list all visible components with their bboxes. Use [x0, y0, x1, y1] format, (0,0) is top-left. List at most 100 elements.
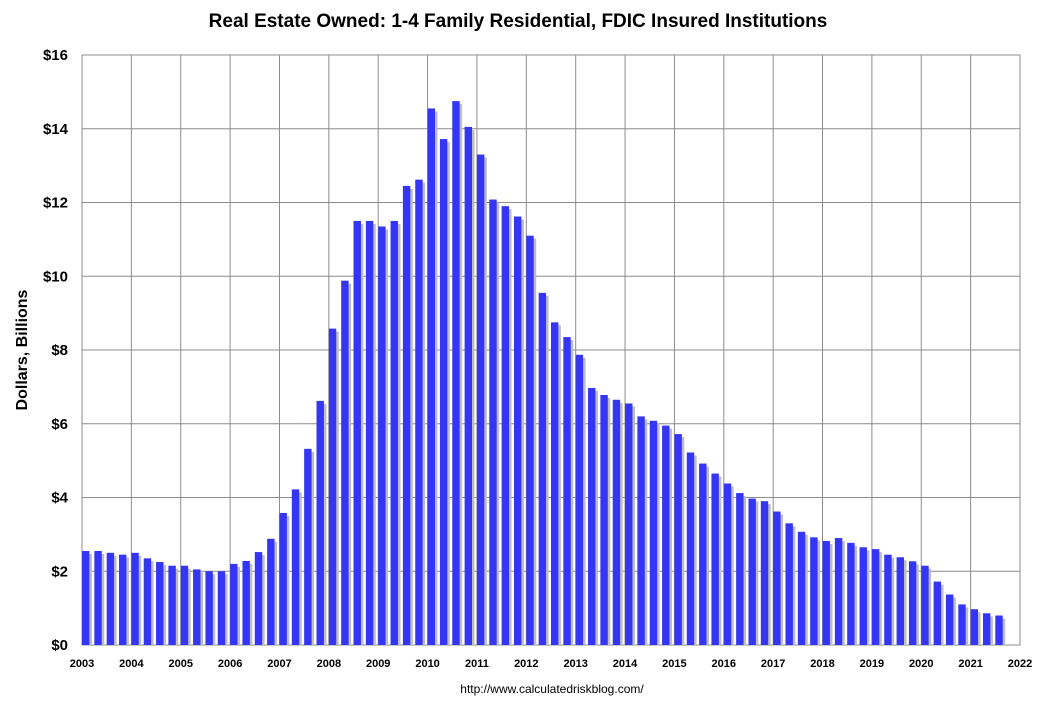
bar	[328, 328, 337, 645]
y-tick-label: $14	[43, 121, 69, 138]
bar	[304, 448, 312, 645]
y-tick-label: $12	[43, 195, 68, 212]
bar	[859, 547, 867, 645]
bar	[143, 558, 152, 645]
bar	[970, 609, 979, 645]
bar	[131, 552, 139, 645]
bar	[674, 434, 682, 645]
bar	[402, 185, 411, 645]
bar	[526, 235, 534, 645]
bar	[452, 101, 460, 645]
y-tick-label: $8	[51, 342, 68, 359]
bar	[797, 531, 806, 645]
bar	[958, 604, 966, 645]
bar	[180, 565, 189, 645]
bar	[205, 571, 213, 645]
bar	[736, 493, 744, 645]
x-tick-label: 2014	[613, 658, 638, 670]
bar	[464, 126, 473, 645]
x-tick-label: 2005	[168, 658, 192, 670]
bar	[699, 463, 707, 645]
bar	[489, 199, 497, 646]
bar	[119, 554, 127, 645]
x-tick-label: 2015	[662, 658, 686, 670]
x-tick-label: 2013	[563, 658, 587, 670]
bar	[723, 483, 732, 645]
bar	[378, 226, 386, 645]
bar	[662, 425, 670, 645]
x-tick-label: 2011	[465, 658, 489, 670]
bar	[995, 615, 1003, 645]
bar	[365, 220, 374, 645]
chart-title: Real Estate Owned: 1-4 Family Residentia…	[209, 11, 828, 32]
source-url: http://www.calculatedriskblog.com/	[460, 682, 644, 696]
bar	[106, 552, 115, 645]
x-tick-label: 2008	[317, 658, 341, 670]
bar	[82, 550, 90, 645]
x-tick-label: 2010	[415, 658, 439, 670]
x-tick-labels: 2003 2004 2005 2006 2007 2008 2009 2010 2011 2012…	[70, 658, 1032, 670]
bar	[242, 560, 250, 645]
bar	[785, 523, 793, 645]
x-tick-label: 2004	[119, 658, 144, 670]
x-tick-label: 2022	[1008, 658, 1032, 670]
bar	[834, 538, 843, 645]
bar	[193, 569, 201, 645]
y-tick-labels: $0 $2 $4 $6 $8 $10 $12 $14 $16	[43, 47, 69, 654]
bar	[575, 354, 584, 645]
bar	[711, 473, 719, 645]
y-axis-label: Dollars, Billions	[14, 289, 31, 410]
bar	[588, 387, 596, 645]
bar	[353, 220, 361, 645]
bar	[563, 337, 571, 645]
bar	[933, 581, 942, 645]
bar	[156, 562, 164, 645]
bar	[982, 613, 991, 645]
bar	[267, 538, 275, 645]
x-tick-label: 2009	[366, 658, 390, 670]
y-tick-label: $0	[51, 637, 68, 654]
bar	[612, 399, 621, 645]
bar	[847, 542, 855, 645]
bar	[551, 322, 559, 645]
bars	[82, 101, 1006, 646]
bar	[94, 550, 102, 645]
bar	[390, 220, 398, 645]
bar	[945, 594, 954, 645]
bar	[686, 452, 695, 645]
bar	[168, 565, 176, 645]
bar	[538, 292, 547, 645]
bar	[341, 280, 349, 645]
x-tick-label: 2003	[70, 658, 94, 670]
bar	[476, 154, 485, 645]
bar	[871, 549, 880, 645]
bar	[637, 416, 645, 645]
bar	[810, 537, 818, 645]
x-tick-label: 2021	[958, 658, 982, 670]
y-tick-label: $16	[43, 47, 68, 64]
bar	[884, 554, 892, 645]
bar	[230, 563, 238, 645]
bar	[316, 400, 324, 645]
bar	[513, 216, 522, 645]
x-tick-label: 2006	[218, 658, 242, 670]
y-tick-label: $4	[51, 490, 68, 507]
x-tick-label: 2018	[810, 658, 834, 670]
bar	[501, 206, 510, 645]
bar	[896, 557, 904, 645]
bar	[279, 512, 287, 645]
bar	[439, 139, 448, 645]
x-tick-label: 2012	[514, 658, 538, 670]
bar	[254, 552, 263, 645]
x-tick-label: 2017	[761, 658, 785, 670]
bar	[760, 501, 769, 645]
bar	[625, 403, 633, 645]
bar	[822, 541, 830, 645]
bar	[217, 571, 226, 645]
bar	[600, 394, 608, 645]
bar	[427, 108, 435, 645]
bar	[291, 489, 300, 645]
x-tick-label: 2007	[267, 658, 291, 670]
x-tick-label: 2019	[860, 658, 884, 670]
